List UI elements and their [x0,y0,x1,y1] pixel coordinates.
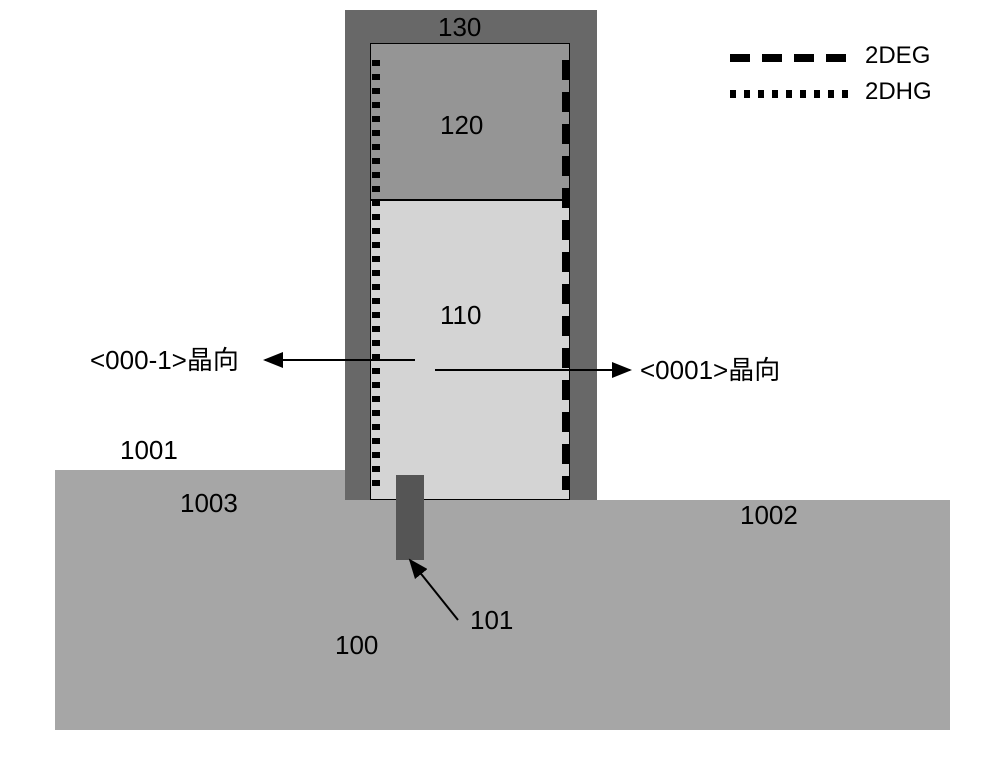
label-1001: 1001 [120,435,178,466]
diagram-canvas: 2DEG 2DHG 130 120 110 1001 1003 1002 100… [0,0,1000,770]
label-0001: <0001>晶向 [640,350,780,387]
legend-2deg-label: 2DEG [865,42,930,70]
label-1002: 1002 [740,500,798,531]
label-000-1: <000-1>晶向 [90,340,239,377]
legend-2dhg-label: 2DHG [865,78,932,106]
label-1003: 1003 [180,488,238,519]
label-101: 101 [470,605,513,636]
overlay-svg [0,0,1000,770]
label-120: 120 [440,110,483,141]
label-130: 130 [438,12,481,43]
arrow-101 [410,560,458,620]
label-100: 100 [335,630,378,661]
label-110: 110 [440,300,481,331]
